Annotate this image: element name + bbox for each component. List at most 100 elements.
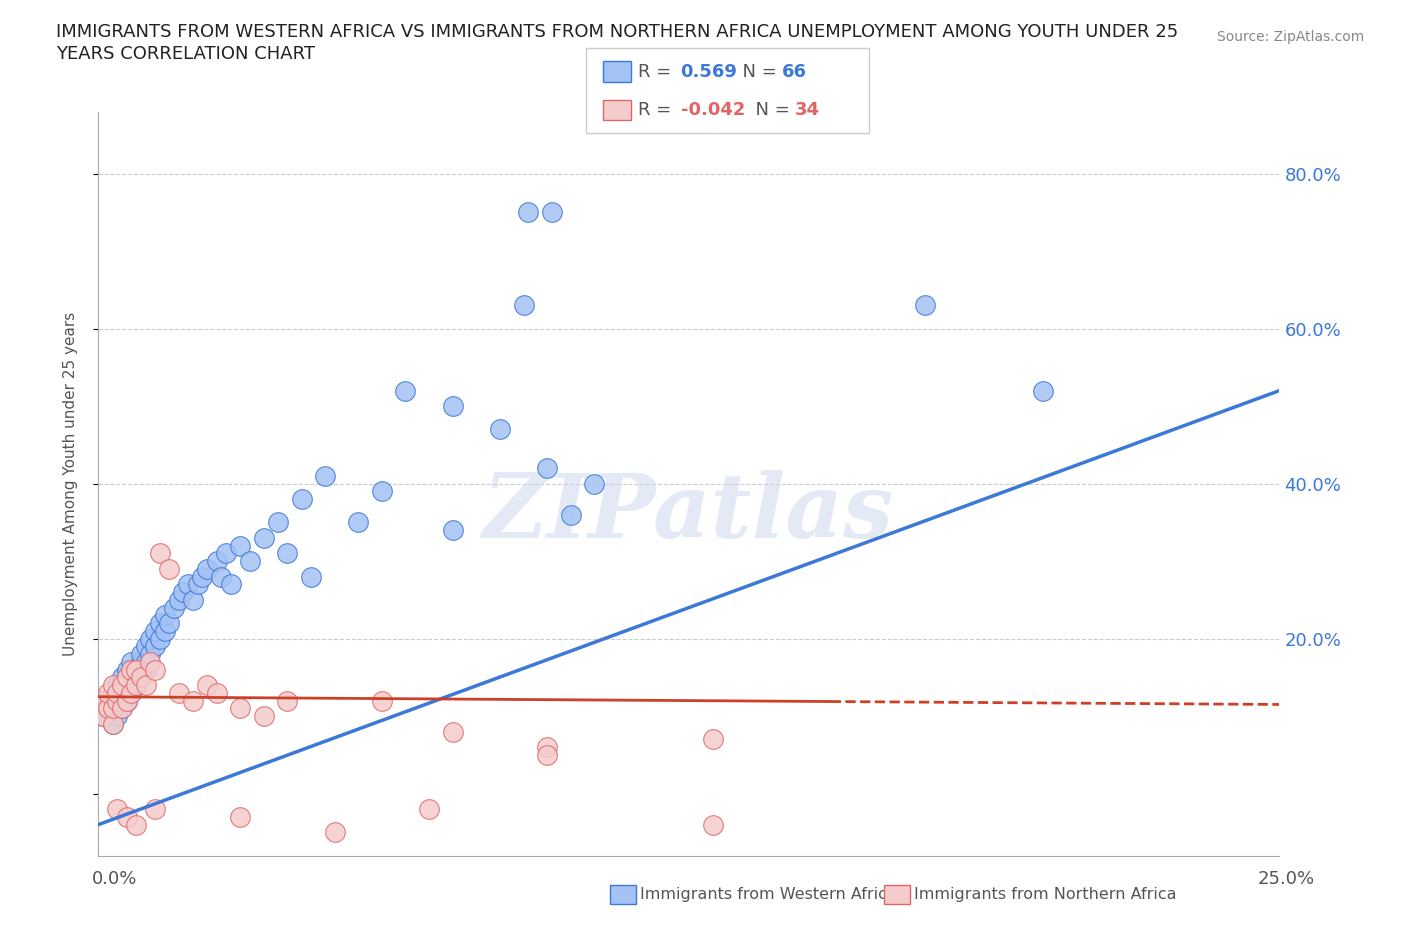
Point — [125, 678, 148, 693]
Point — [121, 662, 143, 677]
Point — [229, 701, 252, 716]
Point — [115, 678, 138, 693]
Point — [267, 515, 290, 530]
Point — [157, 616, 180, 631]
Point — [536, 748, 558, 763]
Point — [135, 662, 157, 677]
Point — [153, 608, 176, 623]
Point — [229, 538, 252, 553]
Text: 25.0%: 25.0% — [1257, 870, 1315, 887]
Point — [209, 569, 232, 584]
Point — [167, 592, 190, 607]
Point — [394, 383, 416, 398]
Text: N =: N = — [744, 100, 796, 119]
Text: -0.042: -0.042 — [681, 100, 745, 119]
Point — [115, 809, 138, 824]
Text: Source: ZipAtlas.com: Source: ZipAtlas.com — [1216, 30, 1364, 44]
Point — [163, 600, 186, 615]
Text: YEARS CORRELATION CHART: YEARS CORRELATION CHART — [56, 45, 315, 62]
Text: R =: R = — [638, 62, 678, 81]
Point — [323, 825, 346, 840]
Point — [121, 685, 143, 700]
Text: Immigrants from Northern Africa: Immigrants from Northern Africa — [914, 887, 1177, 902]
Point — [121, 655, 143, 670]
Point — [541, 205, 564, 219]
Text: Immigrants from Western Africa: Immigrants from Western Africa — [640, 887, 897, 902]
Point — [115, 662, 138, 677]
Point — [441, 523, 464, 538]
Point — [276, 693, 298, 708]
Point — [536, 739, 558, 754]
Point — [517, 205, 540, 219]
Point — [702, 817, 724, 832]
Point — [111, 701, 134, 716]
Point — [195, 562, 218, 577]
Point — [418, 802, 440, 817]
Point — [177, 577, 200, 591]
Point — [125, 817, 148, 832]
Point — [129, 670, 152, 684]
Point — [105, 693, 128, 708]
Text: 34: 34 — [794, 100, 820, 119]
Point — [205, 685, 228, 700]
Point — [560, 507, 582, 522]
Point — [191, 569, 214, 584]
Point — [205, 553, 228, 568]
Point — [181, 693, 204, 708]
Point — [101, 716, 124, 731]
Point — [290, 492, 312, 507]
Point — [276, 546, 298, 561]
Point — [91, 709, 114, 724]
Point — [239, 553, 262, 568]
Point — [135, 639, 157, 654]
Point — [129, 646, 152, 661]
Point — [139, 631, 162, 646]
Text: IMMIGRANTS FROM WESTERN AFRICA VS IMMIGRANTS FROM NORTHERN AFRICA UNEMPLOYMENT A: IMMIGRANTS FROM WESTERN AFRICA VS IMMIGR… — [56, 23, 1178, 41]
Point — [139, 646, 162, 661]
Point — [172, 585, 194, 600]
Point — [914, 298, 936, 312]
Point — [512, 298, 534, 312]
Point — [536, 460, 558, 475]
Point — [105, 709, 128, 724]
Point — [129, 655, 152, 670]
Point — [583, 476, 606, 491]
Point — [702, 732, 724, 747]
Point — [105, 802, 128, 817]
Point — [347, 515, 370, 530]
Text: 0.569: 0.569 — [681, 62, 737, 81]
Point — [215, 546, 238, 561]
Point — [143, 802, 166, 817]
Point — [149, 546, 172, 561]
Point — [143, 639, 166, 654]
Point — [105, 685, 128, 700]
Point — [97, 693, 120, 708]
Text: N =: N = — [731, 62, 783, 81]
Point — [97, 701, 120, 716]
Point — [135, 655, 157, 670]
Text: R =: R = — [638, 100, 678, 119]
Point — [101, 701, 124, 716]
Point — [371, 693, 394, 708]
Point — [111, 670, 134, 684]
Point — [314, 469, 336, 484]
Point — [97, 685, 120, 700]
Point — [115, 693, 138, 708]
Point — [253, 709, 276, 724]
Point — [125, 678, 148, 693]
Point — [441, 724, 464, 739]
Point — [149, 631, 172, 646]
Point — [143, 623, 166, 638]
Point — [125, 662, 148, 677]
Point — [149, 616, 172, 631]
Point — [101, 701, 124, 716]
Point — [135, 678, 157, 693]
Point — [139, 655, 162, 670]
Point — [195, 678, 218, 693]
Y-axis label: Unemployment Among Youth under 25 years: Unemployment Among Youth under 25 years — [63, 312, 77, 656]
Point — [115, 693, 138, 708]
Point — [219, 577, 242, 591]
Point — [489, 422, 512, 437]
Point — [129, 670, 152, 684]
Point — [101, 678, 124, 693]
